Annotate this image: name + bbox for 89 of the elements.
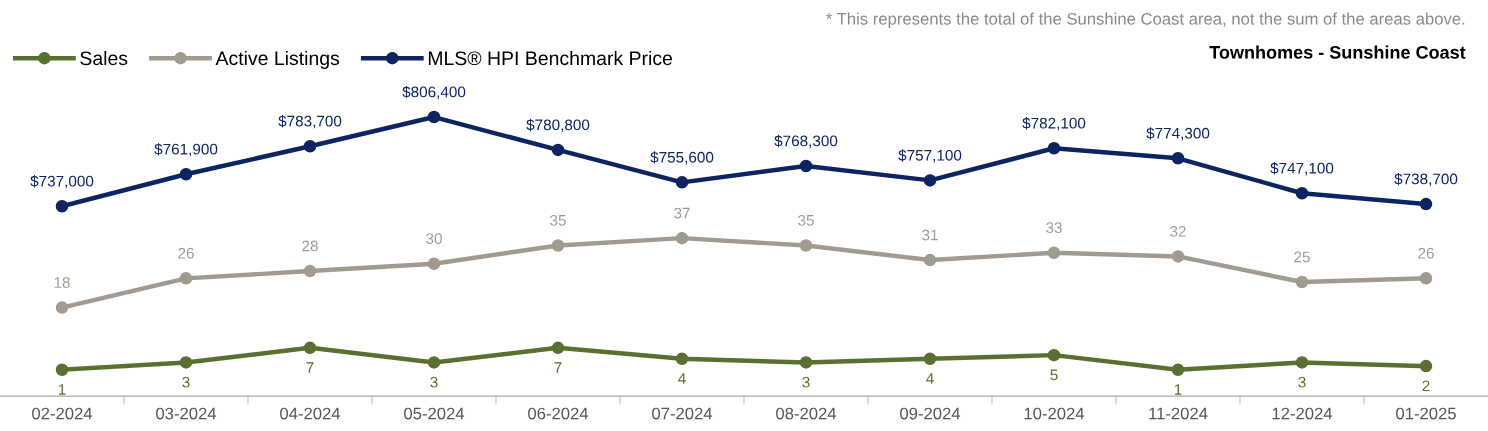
data-label: 35 [798, 214, 814, 226]
data-label: 18 [54, 277, 70, 288]
x-tick-label: 10-2024 [1024, 407, 1085, 420]
data-label: 1 [58, 384, 66, 395]
data-label: $737,000 [30, 175, 94, 189]
x-tick-label: 09-2024 [900, 407, 961, 420]
data-label: 4 [926, 373, 934, 384]
data-label: $774,300 [1146, 127, 1210, 141]
point [303, 341, 317, 355]
point [551, 341, 565, 355]
point [1047, 142, 1061, 155]
point [303, 264, 317, 278]
point [55, 363, 69, 377]
point [55, 199, 69, 213]
data-label: 7 [306, 362, 314, 373]
data-label: $783,700 [278, 115, 342, 129]
point [675, 231, 689, 245]
x-tick-label: 12-2024 [1272, 407, 1333, 420]
text: * This represents the total of the Sunshine Coast area, not the sum of the areas above. [826, 12, 1465, 29]
point [179, 167, 193, 181]
point [675, 352, 689, 366]
data-label: 2 [1422, 380, 1430, 392]
point [55, 301, 69, 314]
data-label: 26 [1418, 247, 1434, 259]
point [1295, 275, 1309, 289]
x-tick-label: 02-2024 [32, 407, 93, 420]
data-label: 7 [554, 362, 562, 373]
data-label: 32 [1170, 225, 1186, 237]
data-label: $747,100 [1270, 162, 1334, 176]
point [303, 139, 317, 153]
data-label: 33 [1046, 222, 1062, 234]
point [1419, 272, 1433, 285]
x-tick-label: 11-2024 [1149, 407, 1208, 420]
point [1419, 359, 1433, 373]
point [923, 352, 937, 366]
point [1171, 250, 1185, 263]
x-tick-label: 08-2024 [776, 407, 837, 420]
data-label: $738,700 [1394, 172, 1458, 187]
point [551, 239, 565, 252]
data-label: 37 [674, 207, 690, 219]
data-label: 5 [1050, 369, 1058, 381]
legend-label: Sales [80, 50, 128, 66]
point [427, 110, 441, 124]
data-label: $761,900 [154, 143, 218, 157]
data-label: 31 [922, 229, 938, 241]
data-label: 4 [678, 373, 686, 384]
point [799, 239, 813, 252]
point [1419, 197, 1433, 211]
point [1295, 187, 1309, 200]
point [427, 257, 441, 270]
x-tick-label: 06-2024 [528, 407, 589, 420]
data-label: 3 [430, 376, 438, 388]
x-tick-label: 01-2025 [1396, 407, 1456, 420]
data-label: 3 [802, 376, 810, 388]
point [179, 272, 193, 285]
point [1047, 348, 1061, 362]
point [923, 253, 937, 267]
data-label: $768,300 [774, 134, 838, 149]
data-label: 30 [426, 233, 442, 245]
point [427, 356, 441, 369]
point [923, 174, 937, 187]
data-label: 26 [178, 247, 194, 259]
x-tick-label: 07-2024 [652, 407, 713, 420]
data-label: 25 [1294, 251, 1310, 263]
legend-label: Active Listings [215, 50, 340, 69]
x-tick-label: 04-2024 [280, 407, 341, 420]
point [1171, 363, 1185, 377]
data-label: $780,800 [526, 118, 590, 133]
data-label: $806,400 [402, 85, 466, 100]
data-label: 35 [550, 214, 566, 226]
point [1295, 356, 1309, 369]
point [675, 176, 689, 189]
x-tick-label: 05-2024 [404, 407, 465, 420]
chart-title: Townhomes - Sunshine Coast [1209, 45, 1466, 59]
point [551, 143, 565, 157]
point [799, 356, 813, 369]
point [1171, 152, 1185, 165]
data-label: $782,100 [1022, 117, 1086, 131]
data-label: 28 [302, 240, 318, 252]
point [179, 356, 193, 369]
data-label: 1 [1174, 384, 1182, 395]
point [799, 159, 813, 173]
data-label: 3 [182, 376, 190, 388]
data-label: $755,600 [650, 151, 714, 165]
x-tick-label: 03-2024 [156, 407, 217, 420]
legend-label: MLS® HPI Benchmark Price [428, 50, 673, 66]
point [1047, 246, 1061, 260]
data-label: 3 [1298, 376, 1306, 388]
data-label: $757,100 [898, 149, 962, 163]
